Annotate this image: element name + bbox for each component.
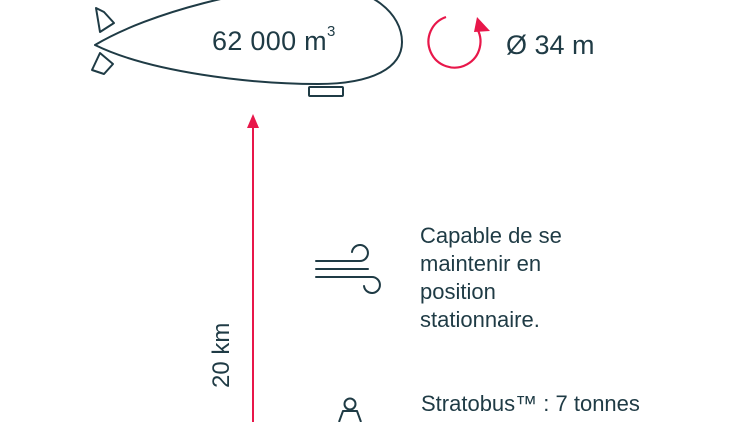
altitude-label: 20 km: [208, 322, 235, 388]
wind-description-line: position: [420, 279, 496, 304]
wind-description: Capable de se maintenir en position stat…: [420, 222, 640, 334]
airship-fin-top: [95, 7, 115, 33]
airship-volume-label: 62 000 m3: [212, 23, 336, 57]
airship-fin-bottom: [91, 52, 114, 75]
rotation-icon: [427, 15, 490, 69]
wind-description-line: maintenir en: [420, 251, 542, 276]
diameter-label: Ø 34 m: [506, 30, 595, 60]
airship-illustration: [91, 0, 403, 97]
volume-number: 62 000 m: [212, 26, 327, 56]
airship-gondola: [308, 86, 344, 97]
wind-description-line: Capable de se: [420, 223, 562, 248]
volume-superscript: 3: [326, 23, 336, 40]
wind-description-line: stationnaire.: [420, 307, 540, 332]
wind-icon: [315, 244, 381, 294]
airship-envelope: [94, 0, 403, 85]
altitude-arrow: [247, 114, 259, 422]
weight-icon: [338, 397, 362, 422]
weight-label: Stratobus™ : 7 tonnes: [421, 391, 640, 416]
